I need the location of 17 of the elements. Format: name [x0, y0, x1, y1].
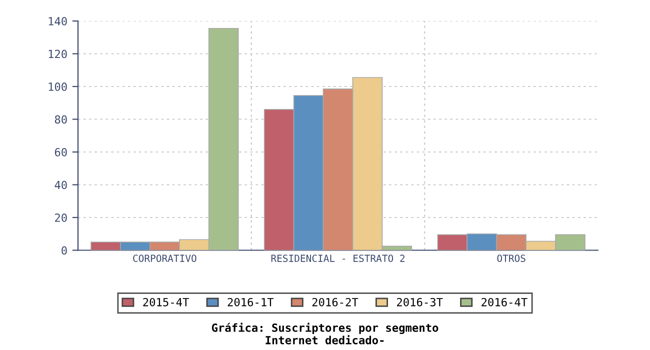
legend-label: 2016-2T	[312, 298, 358, 306]
y-tick-label: 0	[62, 246, 67, 255]
y-tick-label: 100	[48, 82, 67, 91]
text: Gráfica: Suscriptores por segmento Internet dedicado-	[212, 322, 438, 344]
y-tick-label: 120	[48, 50, 67, 58]
x-tick-label: OTROS	[497, 254, 526, 262]
x-tick-label: RESIDENCIAL - ESTRATO 2	[271, 254, 404, 262]
legend-label: 2016-3T	[397, 298, 443, 306]
y-tick-label: 60	[54, 148, 67, 156]
legend-label: 2016-1T	[228, 298, 274, 306]
y-tick-label: 20	[55, 214, 67, 222]
legend-label: 2015-4T	[143, 298, 189, 306]
y-tick-label: 80	[54, 115, 67, 124]
y-tick-label: 40	[54, 180, 67, 190]
y-tick-label: 140	[48, 17, 67, 26]
legend-label: 2016-4T	[482, 298, 528, 306]
x-tick-label: CORPORATIVO	[133, 254, 196, 262]
